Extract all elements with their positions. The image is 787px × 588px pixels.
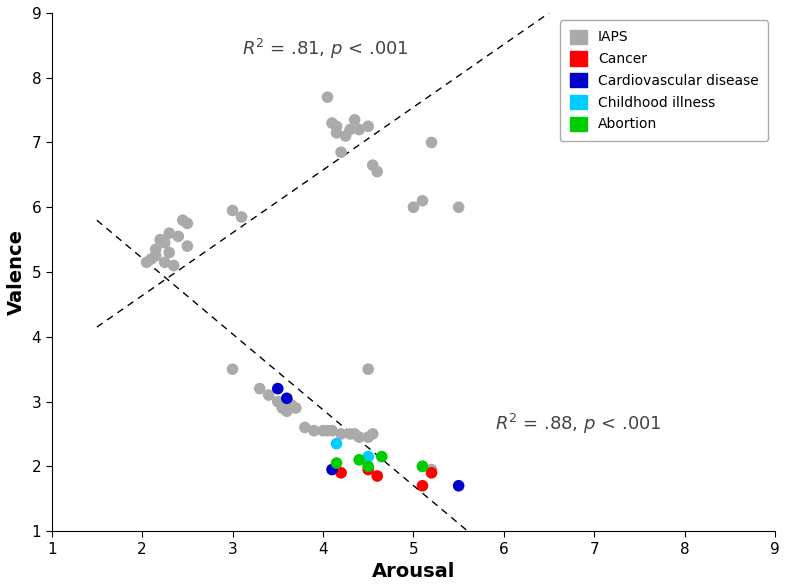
Point [425,465,438,475]
Point [272,397,284,406]
Point [353,432,365,442]
Point [276,403,289,413]
Text: $R^2$ = .88, $p$ < .001: $R^2$ = .88, $p$ < .001 [495,412,662,436]
Point [321,426,334,435]
Point [371,167,383,176]
Point [298,423,311,432]
Point [334,148,347,157]
Point [334,429,347,439]
Point [163,248,176,258]
Point [362,462,375,471]
Point [158,258,171,267]
Point [326,426,338,435]
Point [150,251,162,260]
Point [331,128,343,138]
Point [362,365,375,374]
Point [158,238,171,248]
Point [163,229,176,238]
Point [349,115,361,125]
Point [367,429,379,439]
Point [331,439,343,449]
Point [375,452,388,462]
Text: $R^2$ = .81, $p$ < .001: $R^2$ = .81, $p$ < .001 [242,36,408,61]
Point [407,202,419,212]
Point [425,468,438,477]
Point [334,468,347,477]
Point [235,212,248,222]
Point [344,429,357,439]
Point [416,481,429,490]
Point [321,92,334,102]
Legend: IAPS, Cancer, Cardiovascular disease, Childhood illness, Abortion: IAPS, Cancer, Cardiovascular disease, Ch… [560,20,768,141]
Point [416,462,429,471]
Point [416,196,429,205]
X-axis label: Arousal: Arousal [371,562,455,581]
Point [176,215,189,225]
Point [339,131,352,141]
Point [371,472,383,481]
Point [172,232,185,241]
Point [362,432,375,442]
Point [154,235,167,245]
Point [349,429,361,439]
Point [453,202,465,212]
Point [331,459,343,468]
Point [362,465,375,475]
Point [362,452,375,462]
Point [226,365,238,374]
Point [150,245,162,254]
Point [181,219,194,228]
Point [316,426,329,435]
Point [280,393,293,403]
Point [353,125,365,134]
Point [353,455,365,465]
Point [181,242,194,251]
Point [168,261,180,270]
Point [453,481,465,490]
Point [344,125,357,134]
Point [326,465,338,475]
Point [331,122,343,131]
Point [290,403,302,413]
Point [285,400,297,409]
Point [326,118,338,128]
Point [262,390,275,400]
Point [280,406,293,416]
Point [226,206,238,215]
Point [145,255,157,264]
Point [272,384,284,393]
Point [140,258,153,267]
Point [425,138,438,147]
Point [308,426,320,435]
Point [367,161,379,170]
Point [416,462,429,471]
Y-axis label: Valence: Valence [7,229,26,315]
Point [362,122,375,131]
Point [253,384,266,393]
